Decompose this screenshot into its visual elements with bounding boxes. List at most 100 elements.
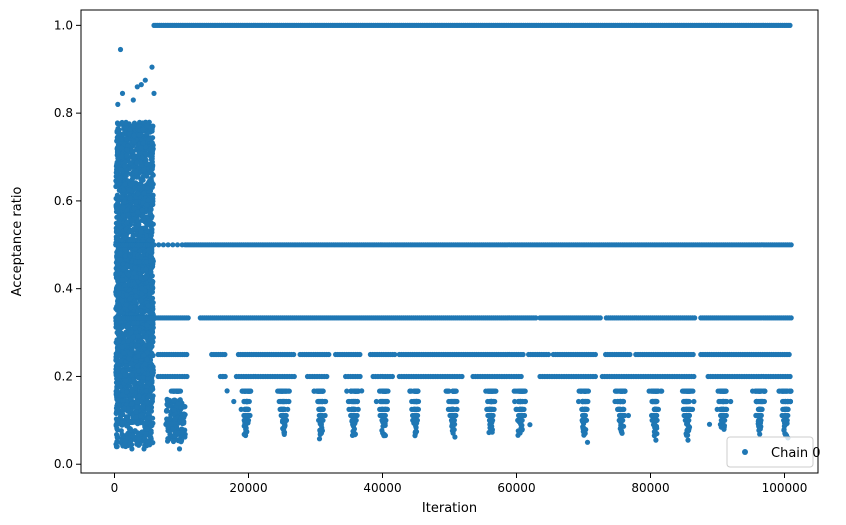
data-point [134,159,140,166]
data-point [136,393,142,399]
data-point [135,209,141,215]
data-point [125,143,131,149]
data-point [281,431,287,437]
data-point [381,433,387,439]
data-point [128,304,134,311]
data-point [146,237,152,243]
data-point [445,388,451,394]
data-point [144,233,150,239]
data-point [144,130,150,137]
data-point [134,404,140,410]
data-point [280,388,286,394]
data-point [282,419,288,425]
data-point [171,388,177,394]
data-point [115,347,121,353]
data-point [545,351,552,358]
data-point [138,303,144,310]
data-point [122,181,128,187]
data-point [407,388,413,394]
data-point [318,422,324,428]
data-point [690,351,696,358]
data-point [126,355,132,362]
data-point [131,139,137,145]
data-point [124,262,130,269]
data-point [384,406,390,412]
data-point [116,181,122,187]
data-point [411,406,417,412]
data-point [392,351,398,358]
data-point [149,350,155,356]
data-point [124,422,131,428]
data-point [115,302,122,309]
data-point [378,406,384,412]
data-point [379,427,385,434]
data-point [382,388,388,394]
data-point [115,262,121,268]
data-point [592,351,599,358]
data-point [116,187,122,193]
data-point [311,388,317,394]
data-point [136,221,142,228]
data-point [459,373,465,380]
data-point [122,253,128,259]
data-point [115,126,121,132]
data-point [247,388,254,394]
data-point [136,375,142,381]
data-point [134,363,140,369]
data-point [184,351,190,358]
data-point [324,373,330,380]
data-point [132,325,138,331]
data-point [135,190,141,197]
data-point [147,218,153,224]
data-point [282,412,288,419]
data-point [136,437,142,443]
data-point [148,258,154,264]
data-point [131,154,137,160]
data-point [317,388,323,394]
data-point [119,194,125,200]
data-point [116,285,122,291]
data-point [119,420,125,426]
data-point [133,259,139,265]
data-point [146,393,152,399]
data-point [116,338,122,344]
data-point [787,22,793,28]
data-point [592,373,599,380]
data-point [118,145,125,151]
data-point [119,277,125,283]
data-point [123,173,129,179]
data-point [348,412,354,419]
data-point [114,206,120,212]
data-point [127,237,133,243]
data-point [691,373,697,380]
data-point [318,431,324,437]
data-point [415,406,421,412]
data-point [126,228,132,234]
data-point [148,125,154,132]
data-point [114,145,120,151]
data-point [141,190,147,196]
data-point [125,212,131,218]
data-point [411,417,417,423]
data-point [144,308,151,314]
data-point [788,242,794,248]
data-point [446,398,452,405]
data-point [184,373,190,380]
data-point [150,415,156,421]
data-point [285,406,291,412]
data-point [283,398,289,405]
data-point [788,315,794,321]
data-point [123,414,129,420]
data-point [122,247,128,253]
data-point [122,159,129,165]
data-point [118,309,124,315]
data-point [139,291,145,297]
data-point [378,398,384,405]
data-point [149,283,155,290]
data-point [139,154,145,161]
data-point [349,406,355,412]
data-point [140,185,146,191]
data-point [128,396,134,402]
data-point [149,378,155,384]
data-point [117,257,123,263]
